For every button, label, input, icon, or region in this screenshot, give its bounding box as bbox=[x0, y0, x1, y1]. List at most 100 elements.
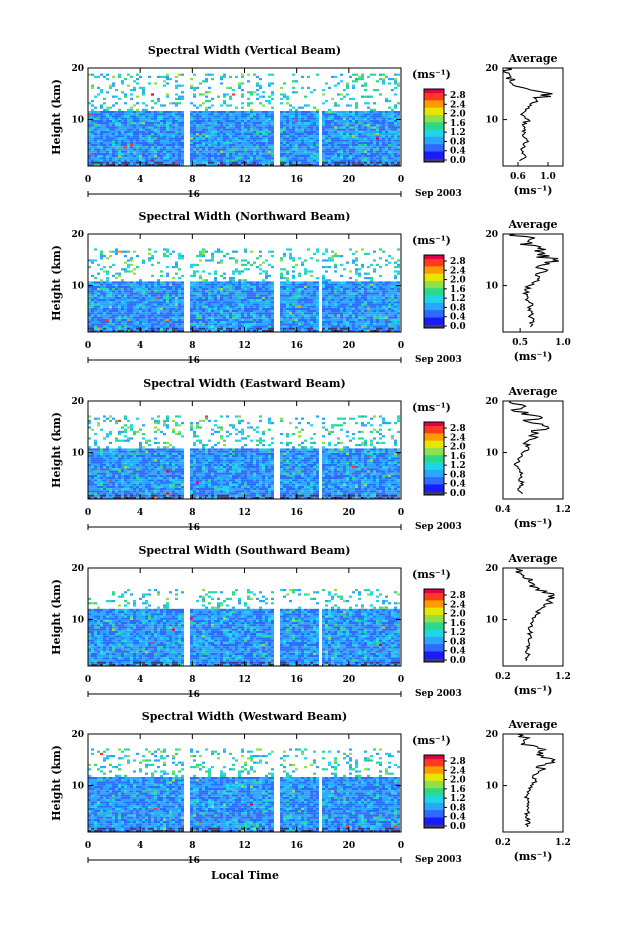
heatmap-cell bbox=[190, 115, 193, 118]
heatmap-cell bbox=[169, 133, 172, 136]
heatmap-cell bbox=[343, 292, 346, 295]
heatmap-cell bbox=[97, 159, 100, 162]
heatmap-cell bbox=[115, 307, 118, 310]
heatmap-cell bbox=[154, 159, 157, 162]
heatmap-cell bbox=[91, 299, 94, 302]
heatmap-cell bbox=[103, 314, 106, 317]
heatmap-cell bbox=[181, 97, 184, 100]
heatmap-cell bbox=[163, 161, 166, 164]
heatmap-cell bbox=[256, 139, 259, 142]
heatmap-cell bbox=[346, 119, 349, 122]
heatmap-cell bbox=[229, 314, 232, 317]
heatmap-cell bbox=[340, 137, 343, 140]
heatmap-cell bbox=[181, 314, 184, 317]
heatmap-cell bbox=[340, 119, 343, 122]
heatmap-cell bbox=[154, 139, 157, 142]
heatmap-cell bbox=[391, 318, 394, 321]
heatmap-cell bbox=[292, 130, 295, 133]
heatmap-cell bbox=[232, 117, 235, 120]
heatmap-cell bbox=[223, 100, 226, 103]
heatmap-cell bbox=[211, 124, 214, 127]
heatmap-cell bbox=[130, 301, 133, 304]
heatmap-cell bbox=[211, 113, 214, 116]
heatmap-cell bbox=[121, 111, 124, 114]
heatmap-cell bbox=[304, 312, 307, 315]
heatmap-cell bbox=[115, 155, 118, 158]
heatmap-cell bbox=[283, 113, 286, 116]
heatmap-cell bbox=[196, 128, 199, 131]
heatmap-cell bbox=[328, 144, 331, 147]
heatmap-cell bbox=[151, 296, 154, 299]
heatmap-cell bbox=[268, 312, 271, 315]
heatmap-cell bbox=[343, 130, 346, 133]
heatmap-cell bbox=[157, 97, 160, 100]
heatmap-cell bbox=[304, 150, 307, 153]
heatmap-cell bbox=[112, 155, 115, 158]
heatmap-cell bbox=[172, 323, 175, 326]
heatmap-cell bbox=[244, 144, 247, 147]
heatmap-cell bbox=[334, 301, 337, 304]
heatmap-cell bbox=[166, 321, 169, 324]
heatmap-cell bbox=[118, 163, 121, 166]
heatmap-cell bbox=[355, 299, 358, 302]
heatmap-cell bbox=[100, 157, 103, 160]
heatmap-cell bbox=[304, 126, 307, 129]
heatmap-cell bbox=[358, 139, 361, 142]
heatmap-cell bbox=[217, 148, 220, 151]
heatmap-cell bbox=[208, 299, 211, 302]
heatmap-cell bbox=[232, 301, 235, 304]
heatmap-cell bbox=[286, 113, 289, 116]
heatmap-cell bbox=[328, 303, 331, 306]
heatmap-cell bbox=[343, 312, 346, 315]
heatmap-cell bbox=[232, 150, 235, 153]
heatmap-cell bbox=[394, 161, 397, 164]
heatmap-cell bbox=[97, 312, 100, 315]
heatmap-cell bbox=[346, 152, 349, 155]
heatmap-cell bbox=[193, 312, 196, 315]
heatmap-cell bbox=[166, 314, 169, 317]
heatmap-cell bbox=[193, 303, 196, 306]
heatmap-cell bbox=[346, 299, 349, 302]
heatmap-cell bbox=[250, 288, 253, 291]
heatmap-cell bbox=[382, 113, 385, 116]
heatmap-cell bbox=[214, 299, 217, 302]
heatmap-cell bbox=[346, 327, 349, 330]
heatmap-cell bbox=[346, 144, 349, 147]
heatmap-cell bbox=[181, 292, 184, 295]
heatmap-cell bbox=[208, 325, 211, 328]
heatmap-cell bbox=[283, 124, 286, 127]
heatmap-cell bbox=[211, 305, 214, 308]
heatmap-cell bbox=[220, 159, 223, 162]
heatmap-cell bbox=[280, 294, 283, 297]
heatmap-cell bbox=[328, 305, 331, 308]
heatmap-cell bbox=[346, 325, 349, 328]
heatmap-cell bbox=[295, 150, 298, 153]
heatmap-cell bbox=[235, 111, 238, 114]
heatmap-cell bbox=[322, 102, 325, 105]
heatmap-cell bbox=[301, 318, 304, 321]
heatmap-cell bbox=[127, 73, 130, 76]
heatmap-cell bbox=[160, 124, 163, 127]
heatmap-cell bbox=[115, 301, 118, 304]
heatmap-cell bbox=[121, 288, 124, 291]
heatmap-cell bbox=[307, 104, 310, 107]
heatmap-cell bbox=[373, 305, 376, 308]
heatmap-cell bbox=[316, 323, 319, 326]
heatmap-cell bbox=[334, 288, 337, 291]
heatmap-cell bbox=[130, 97, 133, 100]
heatmap-cell bbox=[304, 122, 307, 125]
heatmap-cell bbox=[100, 89, 103, 92]
heatmap-cell bbox=[253, 144, 256, 147]
heatmap-cell bbox=[292, 305, 295, 308]
heatmap-cell bbox=[367, 113, 370, 116]
heatmap-cell bbox=[196, 135, 199, 138]
heatmap-cell bbox=[139, 126, 142, 129]
heatmap-cell bbox=[361, 307, 364, 310]
heatmap-cell bbox=[115, 135, 118, 138]
heatmap-cell bbox=[292, 318, 295, 321]
heatmap-cell bbox=[202, 312, 205, 315]
heatmap-cell bbox=[103, 310, 106, 313]
heatmap-cell bbox=[166, 290, 169, 293]
heatmap-cell bbox=[289, 312, 292, 315]
heatmap-cell bbox=[349, 157, 352, 160]
